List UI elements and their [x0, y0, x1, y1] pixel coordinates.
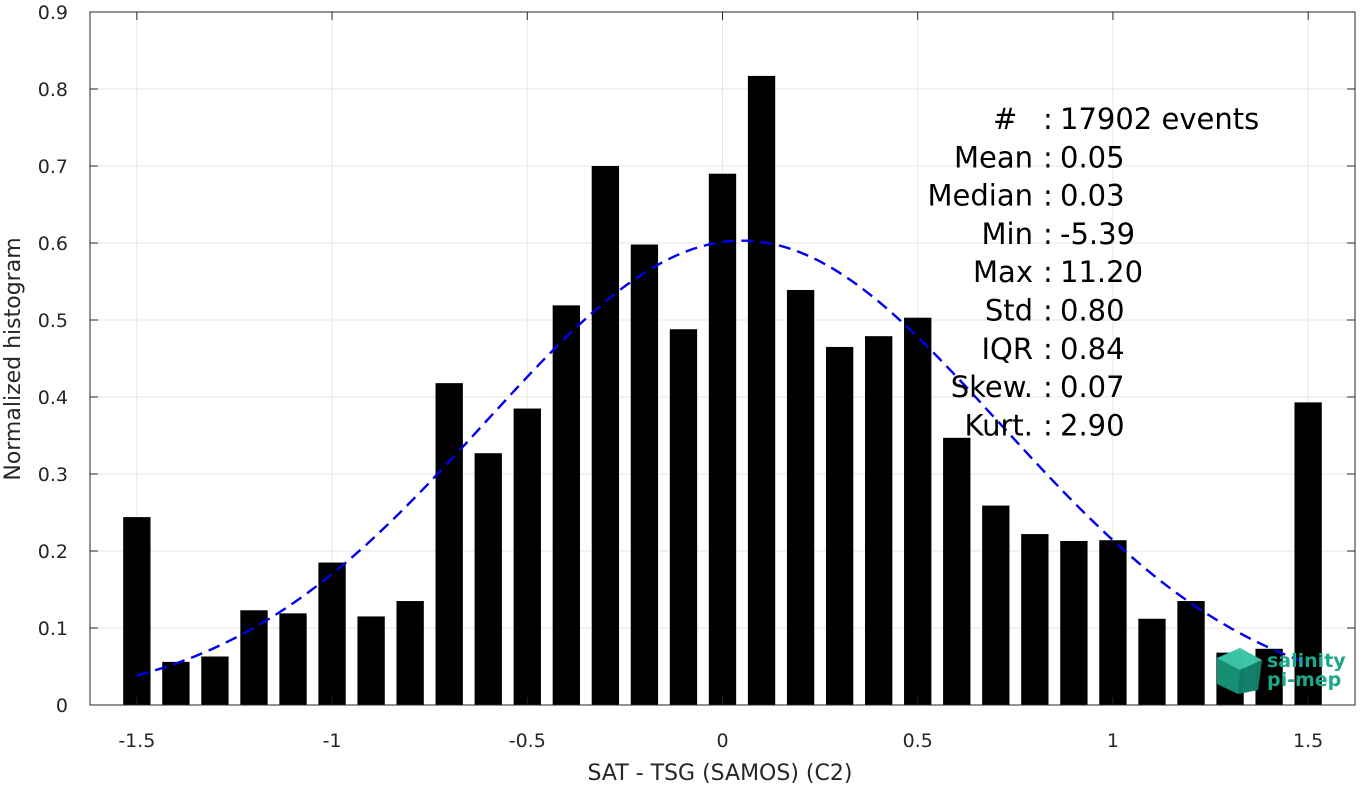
histogram-bar-30 [1294, 402, 1322, 705]
y-tick-label: 0.1 [38, 618, 68, 640]
histogram-bar-16 [747, 75, 776, 705]
histogram-bar-20 [904, 317, 932, 705]
stat-line: Kurt.:2.90 [965, 408, 1125, 442]
salinity-pi-mep-logo: salinity pi-mep [1217, 648, 1346, 694]
stat-label: Median [928, 179, 1033, 213]
stat-label: Max [973, 255, 1033, 289]
histogram-bar-26 [1138, 618, 1166, 705]
stat-value: 11.20 [1060, 255, 1143, 289]
histogram-bar-22 [982, 505, 1010, 705]
histogram-bar-29 [1255, 648, 1283, 705]
stat-value: 2.90 [1060, 408, 1125, 442]
x-axis-label: SAT - TSG (SAMOS) (C2) [588, 761, 853, 785]
stat-line: Skew.:0.07 [951, 370, 1125, 404]
stat-label: # [993, 102, 1017, 136]
stat-value: 0.84 [1060, 332, 1125, 366]
stat-label: Skew. [951, 370, 1033, 404]
y-tick-label: 0.9 [38, 2, 68, 24]
y-axis-label: Normalized histogram [1, 237, 26, 480]
stat-line: Min: -5.39 [982, 217, 1136, 251]
x-tick-label: 1 [1107, 730, 1119, 752]
stat-value: 0.03 [1060, 179, 1125, 213]
histogram-bar-24 [1060, 540, 1088, 705]
stat-separator: : [1043, 102, 1053, 136]
stat-line: Mean:0.05 [954, 140, 1125, 174]
x-tick-label: -1 [323, 730, 342, 752]
histogram-bar-1 [162, 661, 190, 705]
stat-separator: : [1043, 255, 1053, 289]
histogram-bar-27 [1177, 601, 1205, 705]
cube-logo-icon [1217, 648, 1262, 694]
x-tick-label: 0 [716, 730, 728, 752]
y-tick-label: 0.5 [38, 310, 68, 332]
y-tick-label: 0.7 [38, 156, 68, 178]
histogram-bar-15 [708, 173, 737, 705]
stat-label: Min [982, 217, 1033, 251]
stat-separator: : [1043, 140, 1053, 174]
stat-value: 0.05 [1060, 140, 1125, 174]
y-tick-label: 0.4 [38, 387, 68, 409]
x-tick-label: -0.5 [509, 730, 546, 752]
histogram-bar-17 [786, 289, 815, 705]
histogram-bar-11 [552, 305, 580, 705]
histogram-bar-2 [201, 656, 229, 705]
histogram-bar-3 [240, 610, 268, 705]
stat-value: 0.07 [1060, 370, 1125, 404]
histogram-bar-9 [474, 453, 502, 705]
stat-separator: : [1043, 408, 1053, 442]
histogram-bar-25 [1099, 540, 1127, 705]
stat-value: 17902 events [1060, 102, 1259, 136]
histogram-bar-23 [1021, 534, 1049, 705]
histogram-bar-7 [396, 601, 424, 705]
normal-fit-curve [136, 239, 1309, 677]
x-tick-label: 0.5 [903, 730, 933, 752]
logo-line1: salinity [1267, 650, 1346, 672]
stat-label: IQR [981, 332, 1033, 366]
stat-line: IQR:0.84 [981, 332, 1124, 366]
stat-label: Std [985, 294, 1033, 328]
histogram-bar-21 [943, 437, 971, 705]
stat-separator: : [1043, 332, 1053, 366]
histogram-bar-8 [435, 383, 463, 705]
tick-labels: -1.5 -1 -0.5 0 0.5 1 1.5 0 0.1 0.2 0.3 0.4 0.5 0.6 0.7… [38, 2, 1323, 752]
histogram-bar-5 [318, 562, 346, 705]
histogram-bar-18 [825, 346, 854, 705]
x-tick-label: 1.5 [1293, 730, 1323, 752]
x-tick-label: -1.5 [118, 730, 155, 752]
logo-line2: pi-mep [1267, 669, 1341, 691]
histogram-bar-6 [357, 616, 385, 705]
y-tick-label: 0.3 [38, 464, 68, 486]
stat-separator: : [1043, 217, 1053, 251]
y-tick-label: 0.8 [38, 79, 68, 101]
y-tick-label: 0 [56, 695, 68, 717]
histogram-bar-13 [630, 244, 659, 706]
stat-line: Median:0.03 [928, 179, 1125, 213]
stat-separator: : [1043, 179, 1053, 213]
histogram-bar-14 [669, 329, 698, 705]
stat-value: -5.39 [1060, 217, 1135, 251]
histogram-bar-4 [279, 613, 307, 705]
stat-value: 0.80 [1060, 294, 1125, 328]
stat-separator: : [1043, 294, 1053, 328]
stat-separator: : [1043, 370, 1053, 404]
histogram-bar-10 [513, 408, 541, 705]
stat-line: Max:11.20 [973, 255, 1143, 289]
y-tick-label: 0.6 [38, 233, 68, 255]
y-tick-label: 0.2 [38, 541, 68, 563]
stat-line: Std:0.80 [985, 294, 1125, 328]
stat-line: #:17902 events [993, 102, 1259, 136]
histogram-bar-0 [123, 517, 151, 705]
stat-label: Kurt. [965, 408, 1033, 442]
histogram-bar-19 [865, 336, 893, 705]
histogram-bar-12 [591, 166, 620, 705]
axis-ticks [90, 11, 1355, 706]
stat-label: Mean [954, 140, 1033, 174]
